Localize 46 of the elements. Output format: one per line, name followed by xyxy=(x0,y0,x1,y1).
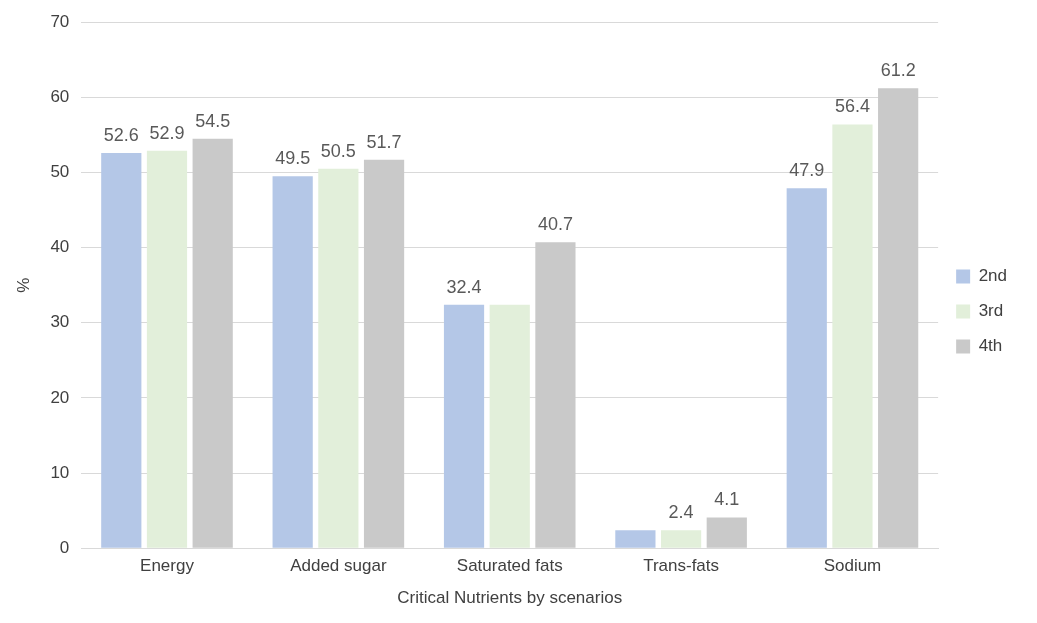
bar xyxy=(706,517,747,548)
x-tick-label: Saturated fats xyxy=(456,556,563,576)
bar xyxy=(832,124,873,548)
x-tick-label: Energy xyxy=(140,556,195,576)
data-label: 56.4 xyxy=(834,96,870,117)
data-label: 54.5 xyxy=(195,110,231,131)
x-tick-label: Added sugar xyxy=(290,556,387,576)
y-tick-label: 20 xyxy=(50,387,70,407)
bar xyxy=(272,176,313,548)
data-label: 49.5 xyxy=(275,148,311,169)
legend-label: 4th xyxy=(978,336,1003,356)
y-tick-label: 30 xyxy=(50,312,70,332)
y-tick-label: 0 xyxy=(59,537,70,557)
data-label: 2.4 xyxy=(668,502,694,523)
y-tick-label: 60 xyxy=(50,87,70,107)
data-label: 52.9 xyxy=(149,122,185,143)
data-label: 52.6 xyxy=(103,124,139,145)
data-label: 4.1 xyxy=(714,489,740,510)
y-tick-label: 50 xyxy=(50,162,70,182)
data-label: 40.7 xyxy=(537,214,573,235)
x-tick-label: Trans-fats xyxy=(643,556,720,576)
data-label: 47.9 xyxy=(789,160,825,181)
bar xyxy=(489,304,530,548)
bar xyxy=(786,188,827,548)
bar xyxy=(878,88,919,548)
data-label: 51.7 xyxy=(366,131,402,152)
y-axis-title: % xyxy=(13,277,33,293)
bar xyxy=(443,304,485,548)
y-tick-label: 70 xyxy=(50,11,70,31)
bar xyxy=(660,530,702,548)
legend-label: 3rd xyxy=(978,301,1004,321)
data-label: 32.4 xyxy=(446,276,482,297)
x-axis-title: Critical Nutrients by scenarios xyxy=(397,588,623,608)
bar xyxy=(192,138,233,548)
bar xyxy=(318,168,359,548)
data-label: 61.2 xyxy=(880,60,916,81)
y-tick-label: 10 xyxy=(50,462,70,482)
bar xyxy=(146,150,188,548)
bar xyxy=(615,530,656,548)
y-tick-label: 40 xyxy=(50,237,70,257)
bar xyxy=(101,152,142,548)
bar xyxy=(535,242,576,548)
bar xyxy=(363,159,405,548)
legend-label: 2nd xyxy=(978,266,1008,286)
data-label: 50.5 xyxy=(320,140,356,161)
x-tick-label: Sodium xyxy=(823,556,882,576)
